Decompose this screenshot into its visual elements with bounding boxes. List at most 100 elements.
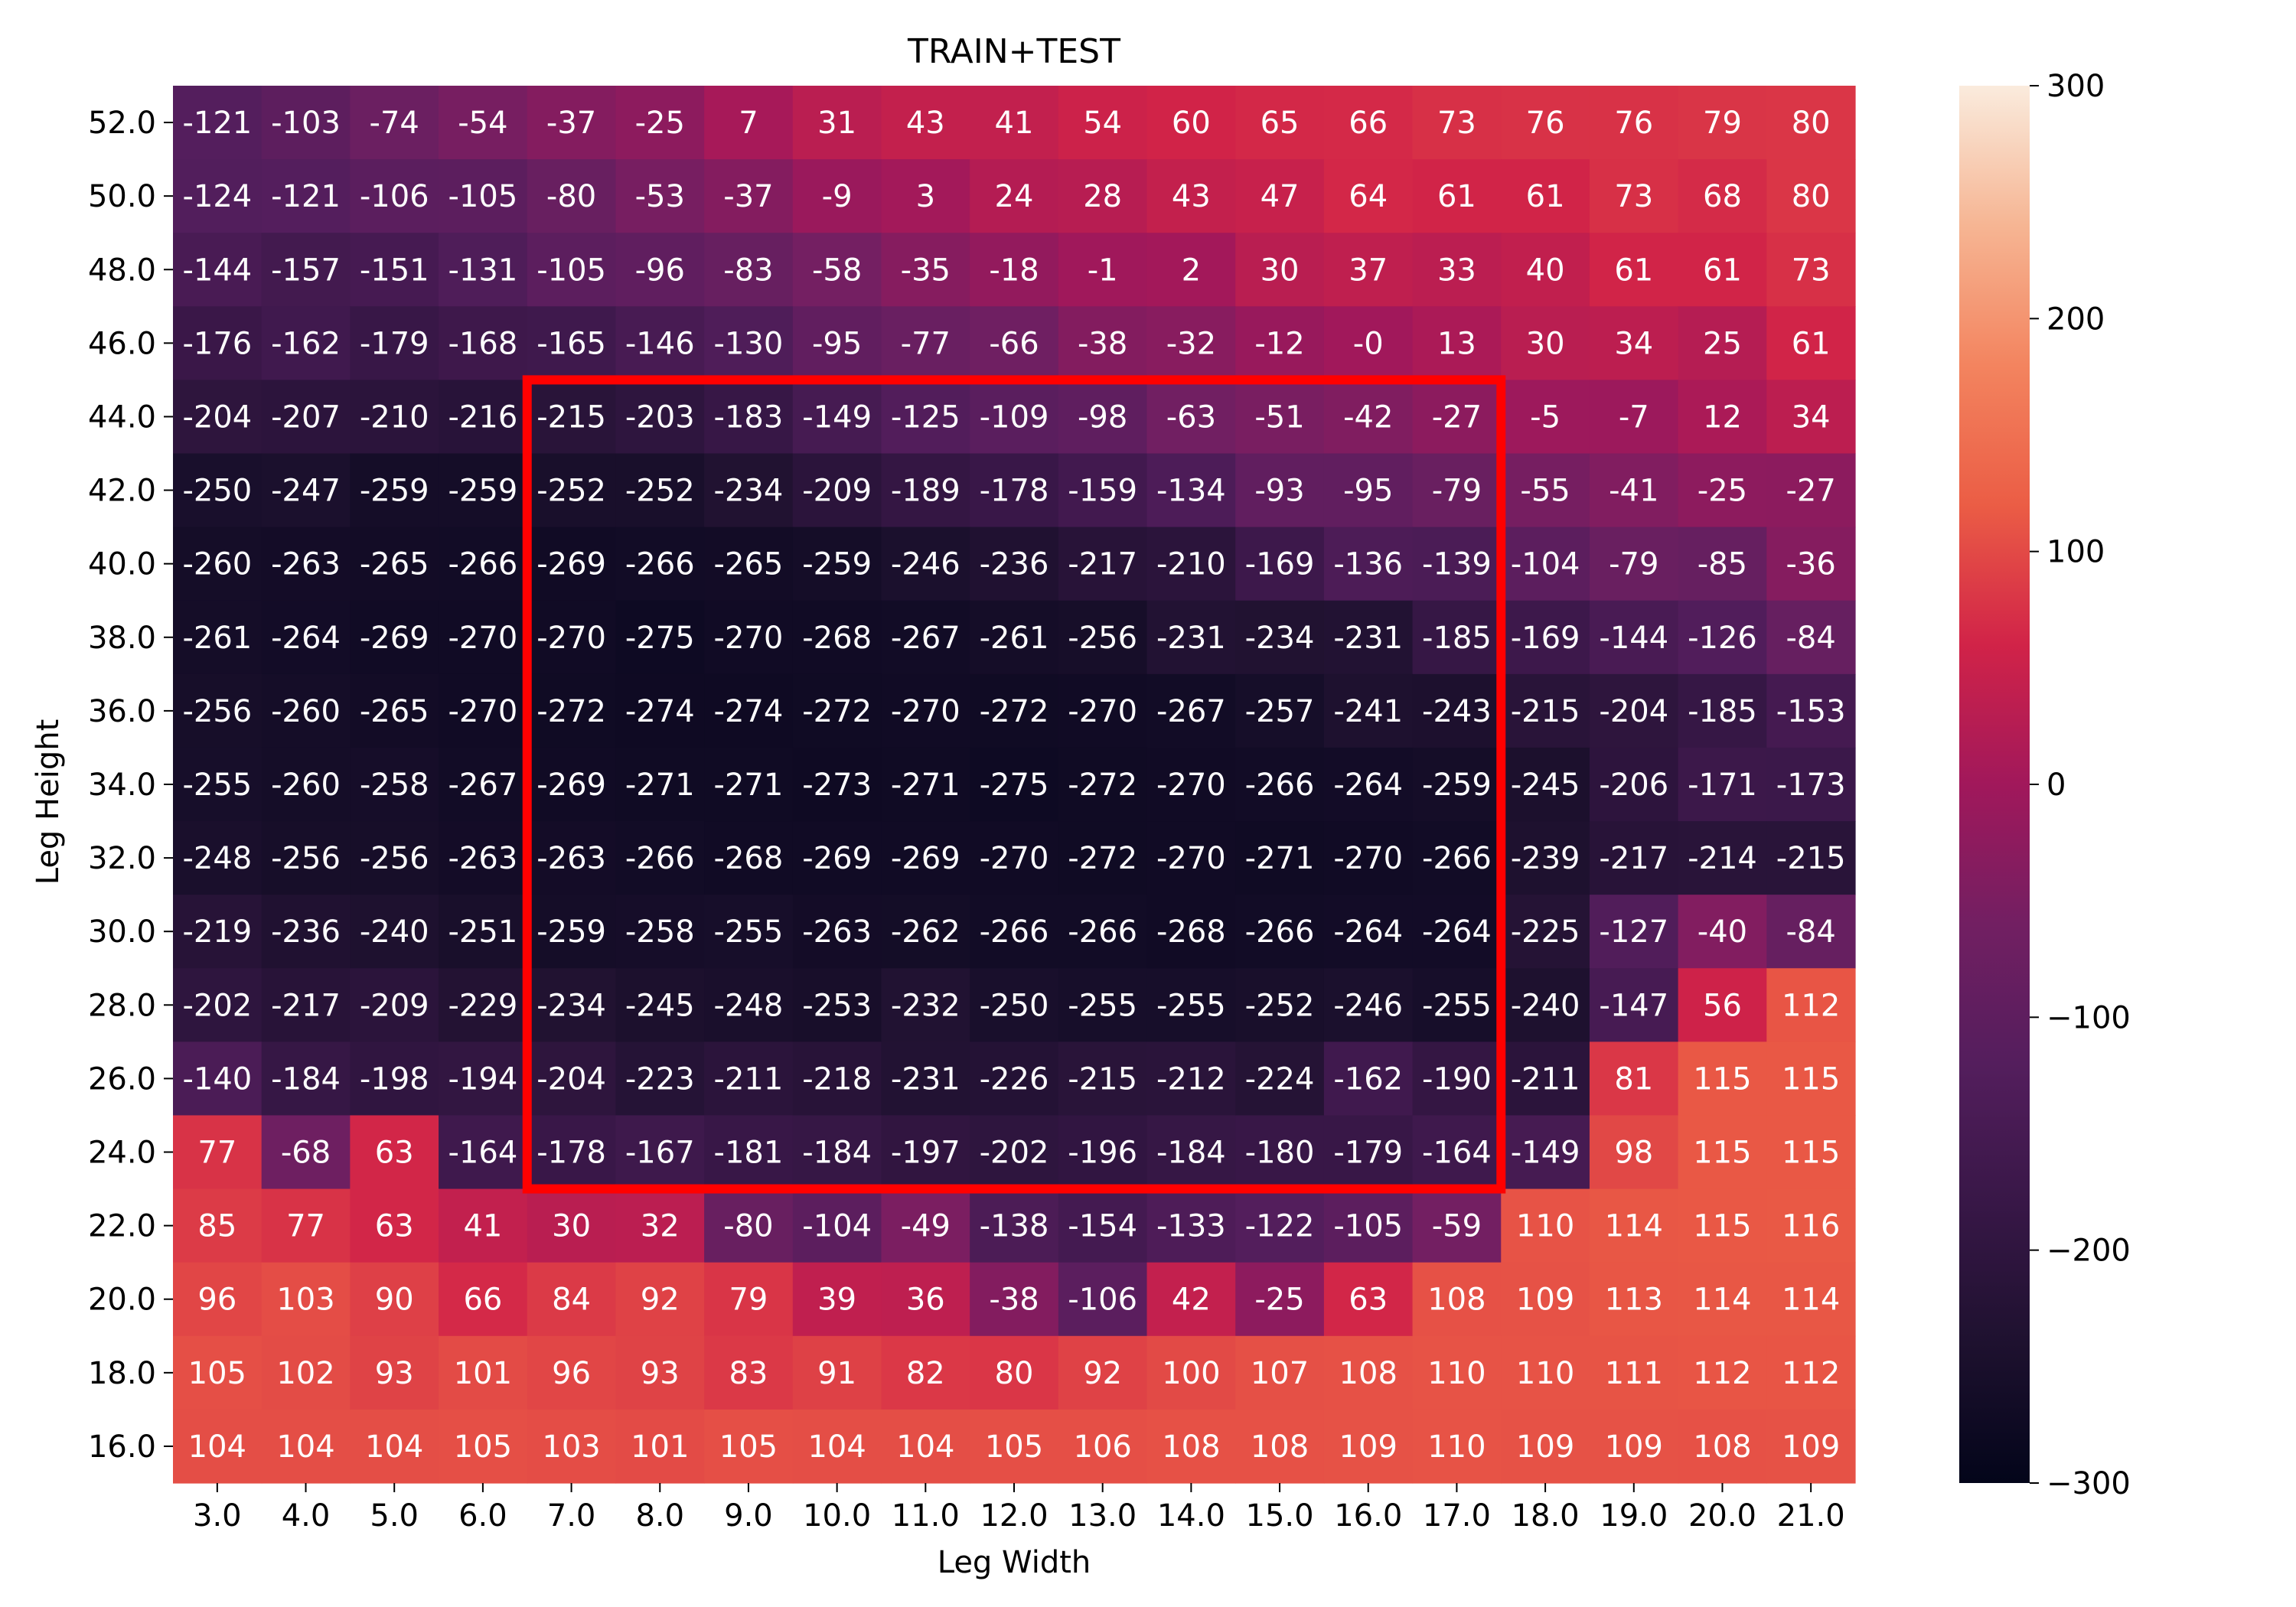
- cell-label: -231: [1156, 621, 1226, 656]
- cell-label: -266: [1068, 914, 1137, 950]
- heatmap-cell: [970, 895, 1059, 969]
- heatmap-cell: [1766, 233, 1856, 307]
- cell-label: -79: [1609, 547, 1658, 582]
- colorbar-tick-label: −100: [2047, 1000, 2131, 1035]
- cell-label: -140: [182, 1061, 252, 1097]
- cell-label: -151: [360, 253, 429, 288]
- cell-label: 91: [817, 1356, 856, 1391]
- cell-label: -265: [714, 547, 784, 582]
- cell-label: 79: [1703, 106, 1742, 141]
- heatmap-cell: [792, 233, 882, 307]
- cell-label: -98: [1078, 399, 1127, 435]
- cell-label: 92: [641, 1283, 680, 1318]
- heatmap-cell: [970, 159, 1059, 233]
- cell-label: -124: [182, 179, 252, 214]
- cell-label: 61: [1792, 326, 1831, 361]
- heatmap-cell: [1589, 1041, 1679, 1116]
- cell-label: 63: [1349, 1283, 1388, 1318]
- heatmap-cell: [1589, 233, 1679, 307]
- cell-label: -149: [802, 399, 872, 435]
- heatmap-cell: [1678, 600, 1767, 675]
- cell-label: 42: [1172, 1283, 1211, 1318]
- colorbar-tick-label: 300: [2047, 69, 2105, 104]
- cell-label: -263: [271, 547, 341, 582]
- cell-label: -232: [891, 988, 960, 1023]
- cell-label: -271: [625, 768, 695, 803]
- cell-label: 40: [1526, 253, 1565, 288]
- heatmap-cell: [1323, 453, 1414, 528]
- heatmap-cell: [1766, 159, 1856, 233]
- heatmap-cell: [792, 1115, 882, 1190]
- cell-label: -231: [891, 1061, 960, 1097]
- heatmap-cell: [1678, 86, 1767, 160]
- heatmap-cell: [970, 1409, 1059, 1484]
- cell-label: 63: [375, 1136, 414, 1171]
- heatmap-cell: [881, 673, 970, 748]
- cell-label: 80: [1792, 179, 1831, 214]
- cell-label: -264: [1422, 914, 1492, 950]
- heatmap-cell: [1323, 159, 1414, 233]
- heatmap-cell: [1412, 159, 1502, 233]
- cell-label: 109: [1782, 1429, 1840, 1465]
- heatmap-cell: [1589, 1335, 1679, 1410]
- heatmap-cell-labels: -121 -103 -74 -54 -37 -25 7 31 43 41 54 60 65 66 73 76 7…: [182, 106, 1845, 1465]
- heatmap-cell: [1678, 747, 1767, 822]
- cell-label: 109: [1516, 1429, 1574, 1465]
- heatmap-cell: [439, 1262, 528, 1337]
- cell-label: -134: [1156, 474, 1226, 509]
- cell-label: 93: [375, 1356, 414, 1391]
- heatmap-cell: [1678, 673, 1767, 748]
- cell-label: 115: [1693, 1061, 1751, 1097]
- cell-label: -12: [1254, 326, 1304, 361]
- heatmap-cell: [1589, 673, 1679, 748]
- cell-label: -144: [1599, 621, 1668, 656]
- cell-label: -245: [1511, 768, 1580, 803]
- heatmap-cell: [350, 233, 439, 307]
- cell-label: -216: [448, 399, 518, 435]
- heatmap-cell: [1412, 86, 1502, 160]
- cell-label: 104: [188, 1429, 246, 1465]
- heatmap-cell: [792, 1188, 882, 1263]
- cell-label: -96: [635, 253, 685, 288]
- heatmap-cell: [1501, 86, 1590, 160]
- cell-label: -146: [625, 326, 695, 361]
- cell-label: -234: [714, 474, 784, 509]
- y-tick-label: 20.0: [88, 1283, 156, 1318]
- x-tick-label: 13.0: [1068, 1498, 1137, 1534]
- heatmap-cell: [527, 380, 617, 455]
- heatmap-cell: [704, 1188, 794, 1263]
- x-tick-label: 5.0: [370, 1498, 419, 1534]
- heatmap-cell: [350, 159, 439, 233]
- heatmap-cell: [1766, 600, 1856, 675]
- cell-label: 12: [1703, 399, 1742, 435]
- heatmap-cell: [1235, 1335, 1325, 1410]
- y-axis: 52.0 50.0 48.0 46.0 44.0 42.0 40.0 38.0 36.0 34.0…: [88, 106, 173, 1465]
- x-axis: 3.0 4.0 5.0 6.0 7.0 8.0 9.0 10.0 11.0 12.0 13.0 14.…: [193, 1483, 1845, 1534]
- heatmap-cell: [792, 380, 882, 455]
- heatmap-cell: [261, 1041, 351, 1116]
- heatmap-cell: [1323, 747, 1414, 822]
- heatmap-cell: [1146, 233, 1236, 307]
- cell-label: -248: [714, 988, 784, 1023]
- cell-label: 103: [542, 1429, 600, 1465]
- heatmap-cell: [173, 306, 263, 381]
- heatmap-cell: [261, 1335, 351, 1410]
- heatmap-cell: [1678, 1188, 1767, 1263]
- heatmap-cell: [792, 306, 882, 381]
- heatmap-cell: [881, 380, 970, 455]
- heatmap-cell: [1146, 380, 1236, 455]
- heatmap-cell: [1501, 159, 1590, 233]
- cell-label: -127: [1599, 914, 1668, 950]
- heatmap-cell: [1589, 1188, 1679, 1263]
- heatmap-cell: [704, 895, 794, 969]
- cell-label: 108: [1693, 1429, 1751, 1465]
- cell-label: -245: [625, 988, 695, 1023]
- heatmap-cell: [970, 1041, 1059, 1116]
- y-axis-label: Leg Height: [31, 719, 66, 885]
- heatmap-cell: [173, 747, 263, 822]
- heatmap-cell: [1146, 747, 1236, 822]
- cell-label: -267: [1156, 694, 1226, 729]
- heatmap-cell: [1501, 1041, 1590, 1116]
- heatmap-cell: [1235, 968, 1325, 1042]
- cell-label: -271: [1245, 841, 1315, 876]
